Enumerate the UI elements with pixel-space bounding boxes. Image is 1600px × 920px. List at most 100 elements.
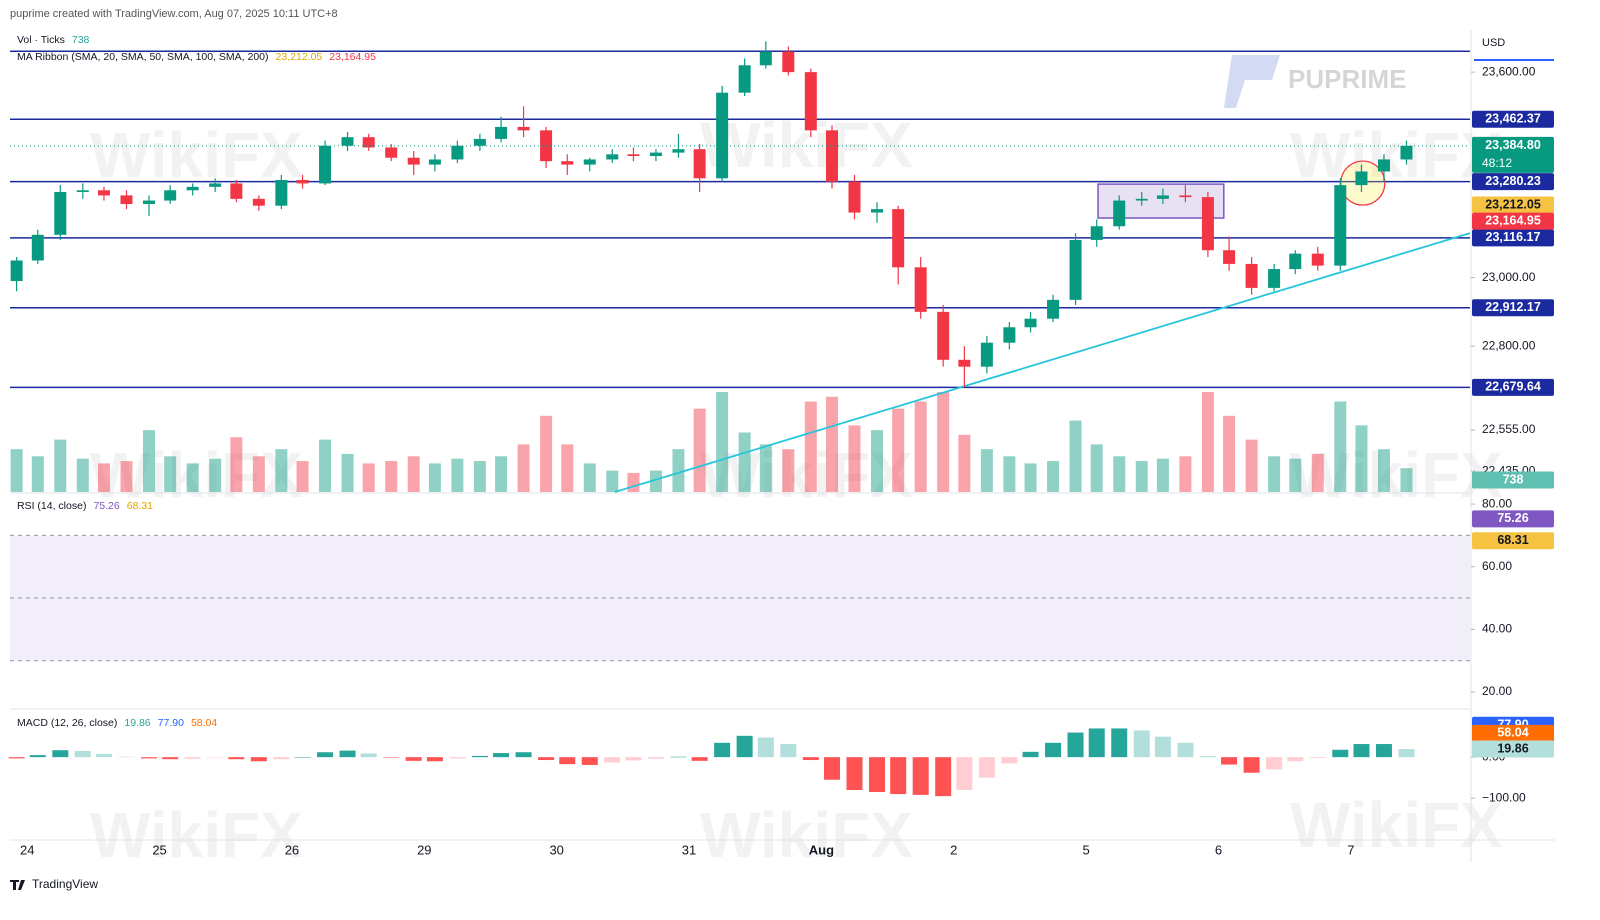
x-tick-label: 25 (152, 842, 166, 857)
volume-bar (540, 415, 553, 492)
volume-bar (164, 456, 177, 492)
level-label-bg (1472, 229, 1554, 247)
legend-text: 23,212.05 (276, 51, 323, 63)
price-label: 23,212.05 (1485, 197, 1541, 211)
y-tick-label: 23,600.00 (1482, 64, 1536, 78)
y-tick-label: 22,555.00 (1482, 422, 1536, 436)
y-tick-label: 40.00 (1482, 622, 1512, 636)
macd-histogram-bar (1287, 757, 1304, 762)
macd-histogram-bar (912, 757, 929, 795)
volume-bar (1245, 439, 1258, 492)
macd-histogram-bar (625, 757, 642, 761)
watermark: WikiFX (1290, 439, 1503, 511)
volume-bar (451, 458, 464, 492)
volume-bar (341, 453, 354, 492)
volume-bar (716, 392, 729, 492)
histogram-label: 19.86 (1497, 741, 1528, 755)
candle-body (627, 154, 640, 157)
volume-bar (914, 401, 927, 492)
legend-text: Vol · Ticks (17, 34, 65, 46)
candle-body (1024, 318, 1037, 328)
macd-histogram-bar (802, 757, 819, 761)
volume-bar (1135, 461, 1148, 492)
x-tick-label: 31 (682, 842, 696, 857)
volume-bar (1156, 458, 1169, 492)
legend-text: 77.90 (158, 717, 184, 729)
macd-histogram-bar (1332, 749, 1349, 758)
candle-body (672, 149, 685, 153)
volume-bar (892, 408, 905, 492)
macd-histogram-bar (250, 757, 267, 762)
candle-body (937, 311, 950, 360)
x-tick-label: 6 (1215, 842, 1222, 857)
tv-logo (10, 880, 25, 890)
candle-body (1156, 195, 1169, 199)
volume-bar (385, 461, 398, 492)
macd-histogram-bar (581, 757, 598, 765)
macd-histogram-bar (360, 753, 377, 758)
macd-histogram-bar (559, 757, 576, 765)
candle-body (782, 51, 795, 73)
volume-bar (230, 437, 243, 492)
candle-body (1090, 226, 1103, 240)
candle-body (54, 191, 67, 235)
candle-body (914, 267, 927, 312)
candle-body (561, 161, 574, 165)
candle-body (1377, 159, 1390, 172)
macd-histogram-bar (604, 757, 621, 763)
candle-body (958, 359, 971, 367)
volume-bar (1069, 420, 1082, 492)
candle-body (209, 183, 222, 187)
macd-histogram-bar (1088, 728, 1105, 758)
candle-body (1047, 299, 1060, 319)
candle-body (980, 342, 993, 367)
legend-text: MA Ribbon (SMA, 20, SMA, 50, SMA, 100, S… (17, 51, 269, 63)
candle-body (407, 157, 420, 165)
level-label: 23,280.23 (1485, 174, 1541, 188)
volume-bar (937, 392, 950, 492)
legend-text: 75.26 (93, 500, 119, 512)
candle-body (1289, 253, 1302, 270)
macd-histogram-bar (1022, 751, 1039, 758)
candle-body (1268, 269, 1281, 288)
price-label-bg (1472, 196, 1554, 214)
candle-body (428, 159, 441, 165)
candle-body (362, 137, 375, 148)
macd-histogram-bar (207, 757, 224, 758)
y-tick-label: 60.00 (1482, 559, 1512, 573)
volume-bar (1289, 458, 1302, 492)
candle-body (164, 190, 177, 201)
watermark: WikiFX (700, 799, 913, 871)
macd-histogram-bar (1309, 757, 1326, 758)
macd-histogram-bar (868, 757, 885, 793)
volume-bar (1377, 449, 1390, 492)
volume-bar (583, 463, 596, 492)
volume-bar (848, 425, 861, 492)
volume-bar (1024, 463, 1037, 492)
macd-histogram-bar (956, 757, 973, 790)
volume-bar (10, 449, 23, 492)
puprime-logo (1224, 55, 1280, 108)
candle-body (76, 190, 89, 192)
volume-bar (1400, 468, 1413, 492)
candle-body (1179, 195, 1192, 198)
x-tick-label: 2 (950, 842, 957, 857)
candle-body (649, 152, 662, 157)
volume-bar (870, 430, 883, 492)
x-tick-label: 5 (1083, 842, 1090, 857)
candle-body (693, 149, 706, 179)
macd-histogram-bar (29, 755, 46, 758)
volume-bar (186, 463, 199, 492)
candle-body (252, 198, 265, 206)
macd-histogram-bar (714, 742, 731, 758)
volume-label-bg (1472, 471, 1554, 489)
level-label-bg (1472, 110, 1554, 128)
currency: USD (1482, 37, 1505, 49)
candle-body (759, 51, 772, 66)
watermark: WikiFX (90, 439, 303, 511)
macd-histogram-bar (8, 757, 25, 759)
volume-bar (606, 470, 619, 492)
macd-histogram-bar (780, 744, 797, 758)
candle-body (10, 260, 23, 282)
